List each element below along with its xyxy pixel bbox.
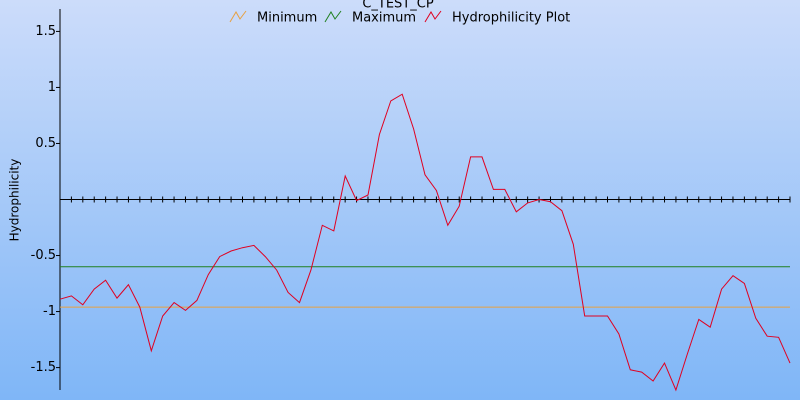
y-tick-label: 1.5	[35, 24, 56, 39]
y-tick-label: 1	[48, 80, 56, 95]
chart-title: C_TEST_CP	[362, 0, 434, 12]
y-tick-label: 0.5	[35, 136, 56, 151]
data-line	[59, 93, 791, 392]
legend-label: Maximum	[352, 11, 416, 26]
y-tick-label: -0.5	[31, 248, 56, 263]
y-tick-label: -1	[43, 304, 56, 319]
legend-icon	[324, 10, 342, 23]
legend-icon	[229, 10, 247, 23]
y-axis-label: Hydrophilicity	[8, 159, 22, 242]
y-tick-label: -1.5	[31, 360, 56, 375]
legend-label: Hydrophilicity Plot	[452, 11, 570, 26]
legend-icon	[424, 10, 442, 23]
legend-label: Minimum	[257, 11, 317, 26]
